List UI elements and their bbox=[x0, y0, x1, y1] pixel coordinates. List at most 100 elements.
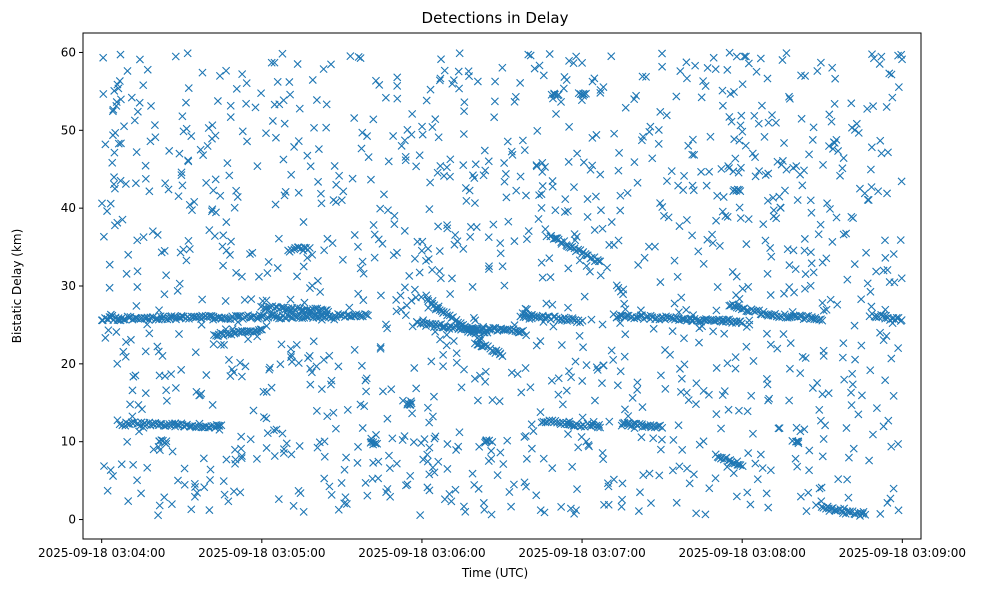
detection-point bbox=[614, 166, 623, 175]
detection-point bbox=[442, 163, 451, 172]
x-tick-label: 2025-09-18 03:08:00 bbox=[678, 546, 805, 560]
detection-point bbox=[503, 436, 512, 445]
detection-point bbox=[473, 77, 482, 86]
detection-point bbox=[883, 498, 892, 507]
detection-point bbox=[524, 227, 533, 236]
detection-point bbox=[788, 436, 797, 445]
detection-point bbox=[817, 483, 826, 492]
detection-point bbox=[205, 226, 214, 235]
detection-point bbox=[610, 129, 619, 138]
detection-point bbox=[831, 506, 840, 515]
detection-point bbox=[241, 362, 250, 371]
detection-point bbox=[791, 265, 800, 274]
detection-point bbox=[858, 509, 867, 518]
detection-point bbox=[398, 436, 407, 444]
detection-point bbox=[737, 305, 746, 314]
detection-point bbox=[283, 305, 292, 314]
detection-point bbox=[426, 85, 435, 94]
detection-point bbox=[209, 186, 218, 195]
detection-point bbox=[616, 287, 625, 296]
detection-point bbox=[109, 105, 118, 114]
detection-point bbox=[174, 192, 183, 201]
detection-point bbox=[596, 85, 605, 94]
detection-point bbox=[222, 218, 231, 227]
detection-point bbox=[143, 65, 152, 74]
detection-point bbox=[501, 169, 510, 178]
detection-point bbox=[628, 393, 637, 402]
detection-point bbox=[480, 505, 489, 514]
detection-point bbox=[443, 221, 452, 230]
detection-point bbox=[182, 124, 191, 133]
detection-point bbox=[824, 142, 833, 151]
detection-point bbox=[417, 439, 426, 448]
detection-point bbox=[473, 396, 482, 405]
detection-point bbox=[541, 225, 550, 234]
detection-point bbox=[314, 145, 323, 154]
detection-point bbox=[668, 327, 677, 336]
detection-point bbox=[130, 116, 139, 125]
detection-point bbox=[481, 367, 490, 376]
detection-point bbox=[704, 390, 713, 399]
detection-point bbox=[894, 506, 903, 515]
detection-point bbox=[293, 303, 302, 312]
detection-point bbox=[123, 66, 132, 75]
detection-point bbox=[879, 422, 888, 431]
detection-point bbox=[580, 292, 589, 301]
detection-point bbox=[323, 412, 332, 421]
detection-point bbox=[293, 272, 302, 281]
detection-point bbox=[755, 167, 764, 176]
detection-point bbox=[640, 253, 649, 262]
detection-point bbox=[621, 103, 630, 112]
detection-point bbox=[646, 122, 655, 131]
detection-point bbox=[435, 247, 444, 256]
detection-point bbox=[586, 165, 595, 174]
detection-point bbox=[538, 182, 547, 191]
detection-point bbox=[325, 482, 334, 491]
detection-point bbox=[254, 326, 263, 334]
detection-point bbox=[793, 462, 802, 471]
detection-point bbox=[773, 344, 782, 353]
detection-point bbox=[233, 192, 242, 201]
detection-point bbox=[383, 485, 392, 494]
detection-point bbox=[758, 464, 767, 473]
detection-point bbox=[320, 437, 329, 446]
detection-point bbox=[105, 260, 114, 269]
detection-point bbox=[490, 97, 499, 106]
detection-point bbox=[731, 353, 740, 362]
detection-point bbox=[384, 451, 393, 460]
detection-point bbox=[892, 313, 901, 322]
detection-point bbox=[560, 237, 569, 246]
detection-point bbox=[815, 405, 824, 414]
detection-point bbox=[522, 191, 530, 200]
detection-point bbox=[831, 74, 840, 83]
detection-point bbox=[847, 401, 856, 410]
detection-point bbox=[806, 248, 815, 257]
detection-point bbox=[312, 406, 321, 415]
detection-point bbox=[578, 58, 587, 67]
detection-point bbox=[800, 246, 809, 255]
detection-point bbox=[393, 81, 402, 90]
detection-point bbox=[532, 491, 541, 500]
detection-point bbox=[224, 497, 233, 506]
detection-point bbox=[510, 97, 519, 106]
detection-point bbox=[688, 150, 697, 159]
detection-point bbox=[819, 160, 827, 169]
detection-point bbox=[427, 357, 436, 366]
detection-point bbox=[709, 53, 718, 62]
detection-point bbox=[884, 416, 893, 425]
detection-point bbox=[157, 436, 166, 445]
detection-point bbox=[713, 283, 722, 291]
detection-point bbox=[115, 77, 124, 86]
detection-point bbox=[537, 190, 546, 199]
detection-point bbox=[785, 283, 794, 292]
detection-point bbox=[99, 53, 108, 62]
detection-point bbox=[800, 166, 809, 175]
detection-point bbox=[219, 231, 228, 240]
detection-point bbox=[362, 374, 371, 383]
detection-point bbox=[435, 76, 444, 85]
detection-point bbox=[527, 420, 536, 429]
detection-point bbox=[729, 469, 738, 478]
detection-point bbox=[863, 279, 872, 288]
detection-point bbox=[702, 181, 711, 190]
detection-point bbox=[287, 170, 296, 179]
